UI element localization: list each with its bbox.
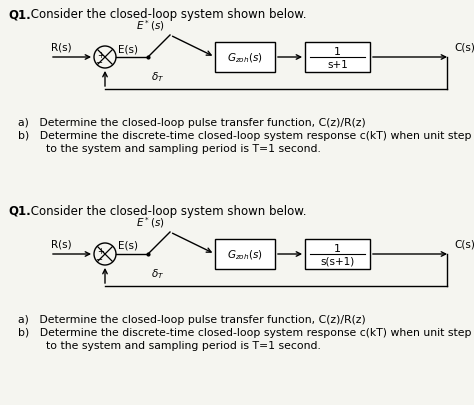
Text: E(s): E(s)	[118, 241, 138, 250]
Text: +: +	[98, 50, 104, 60]
Text: E(s): E(s)	[118, 44, 138, 54]
Text: $\delta_T$: $\delta_T$	[151, 70, 164, 83]
Text: $G_{zoh}(s)$: $G_{zoh}(s)$	[227, 51, 263, 65]
Text: R(s): R(s)	[51, 43, 72, 53]
FancyBboxPatch shape	[305, 239, 370, 269]
Text: R(s): R(s)	[51, 239, 72, 249]
Text: +: +	[98, 247, 104, 256]
Text: s(s+1): s(s+1)	[320, 256, 355, 266]
Text: Consider the closed-loop system shown below.: Consider the closed-loop system shown be…	[27, 8, 307, 21]
Text: to the system and sampling period is T=1 second.: to the system and sampling period is T=1…	[18, 144, 321, 153]
Text: C(s): C(s)	[454, 43, 474, 53]
Text: Q1.: Q1.	[8, 205, 31, 217]
Text: b)   Determine the discrete-time closed-loop system response c(kT) when unit ste: b) Determine the discrete-time closed-lo…	[18, 327, 474, 337]
Text: Q1.: Q1.	[8, 8, 31, 21]
FancyBboxPatch shape	[215, 239, 275, 269]
FancyBboxPatch shape	[215, 43, 275, 73]
Text: −: −	[95, 58, 102, 67]
Text: b)   Determine the discrete-time closed-loop system response c(kT) when unit ste: b) Determine the discrete-time closed-lo…	[18, 131, 474, 141]
FancyBboxPatch shape	[305, 43, 370, 73]
Text: s+1: s+1	[327, 60, 348, 70]
Text: $E^*(s)$: $E^*(s)$	[137, 215, 165, 230]
Text: 1: 1	[334, 243, 341, 254]
Text: Consider the closed-loop system shown below.: Consider the closed-loop system shown be…	[27, 205, 307, 217]
Text: −: −	[95, 255, 102, 264]
Text: a)   Determine the closed-loop pulse transfer function, C(z)/R(z): a) Determine the closed-loop pulse trans…	[18, 314, 366, 324]
Text: $\delta_T$: $\delta_T$	[151, 266, 164, 280]
Text: to the system and sampling period is T=1 second.: to the system and sampling period is T=1…	[18, 340, 321, 350]
Text: C(s): C(s)	[454, 239, 474, 249]
Text: 1: 1	[334, 47, 341, 57]
Text: $G_{zoh}(s)$: $G_{zoh}(s)$	[227, 247, 263, 261]
Text: a)   Determine the closed-loop pulse transfer function, C(z)/R(z): a) Determine the closed-loop pulse trans…	[18, 118, 366, 128]
Text: $E^*(s)$: $E^*(s)$	[137, 18, 165, 33]
